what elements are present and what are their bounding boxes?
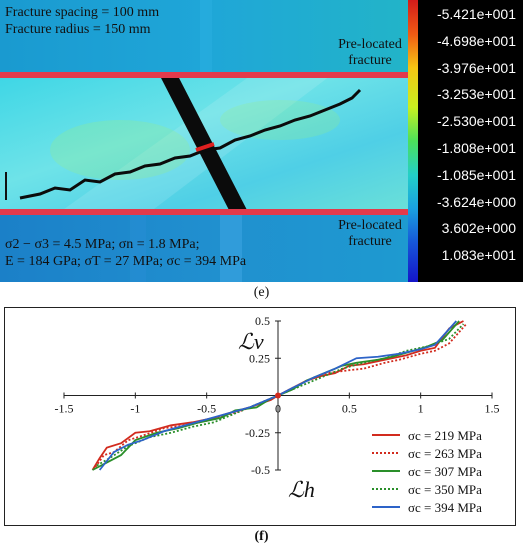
colorbar-label: -1.085e+001: [436, 166, 516, 183]
lower-region: [0, 212, 408, 282]
x-tick-label: 1: [418, 402, 424, 416]
colorbar: [408, 0, 523, 282]
colorbar-gradient: [408, 0, 418, 282]
y-tick-label: -0.5: [251, 463, 270, 477]
stress-info: σ2 − σ3 = 4.5 MPa; σn = 1.8 MPa; E = 184…: [5, 236, 246, 270]
preloc-top-line1: Pre-located: [338, 37, 402, 52]
fracture-radius-label: Fracture radius = 150 mm: [5, 22, 151, 37]
caption-f: (f): [254, 529, 269, 544]
colorbar-label: -5.421e+001: [436, 6, 516, 22]
colorbar-label: -3.253e+001: [436, 86, 516, 103]
x-tick-label: -0.5: [197, 402, 216, 416]
x-axis-label: ℒh: [288, 477, 315, 502]
preloc-top-label: Pre-located fracture: [331, 37, 409, 69]
fracture-info: Fracture spacing = 100 mm Fracture radiu…: [5, 4, 159, 38]
preloc-bottom-line2: fracture: [348, 234, 392, 249]
y-tick-label: 0.25: [249, 351, 270, 365]
inclined-fracture: [160, 76, 248, 212]
simulation-panel: Fracture spacing = 100 mm Fracture radiu…: [0, 0, 523, 282]
scaling-chart: -1.5 -1 -0.5 0 0.5 1 1.5 0.5 0.25 -0.25 -0.5 ℒv ℒh σc…: [55, 314, 500, 515]
colorbar-label: 3.602e+000: [441, 220, 516, 237]
y-tick-label: 0.5: [255, 314, 270, 328]
colorbar-label: -3.976e+001: [436, 59, 516, 76]
colorbar-label: -2.530e+001: [436, 113, 516, 130]
plot-frame: [4, 307, 516, 526]
colorbar-label: -3.624e+000: [436, 193, 516, 210]
colorbar-label: -1.808e+001: [436, 140, 516, 156]
legend-entry-3: σc = 307 MPa: [408, 464, 482, 479]
legend-entry-4: σc = 350 MPa: [408, 482, 482, 497]
caption-e: (e): [253, 285, 270, 300]
stress-line-2: E = 184 GPa; σT = 27 MPa; σc = 394 MPa: [5, 254, 247, 269]
colorbar-label: 1.083e+001: [441, 247, 516, 264]
preloc-top-line2: fracture: [348, 53, 392, 68]
x-tick-label: 0.5: [342, 402, 357, 416]
legend-entry-5: σc = 394 MPa: [408, 500, 482, 515]
stress-field-image: [0, 0, 408, 282]
x-tick-label: 1.5: [485, 402, 500, 416]
y-tick-label: -0.25: [245, 426, 270, 440]
y-axis-label: ℒv: [238, 329, 264, 354]
fracture-spacing-label: Fracture spacing = 100 mm: [5, 5, 160, 20]
fracture-path: [19, 88, 362, 200]
x-tick-label: -1: [130, 402, 140, 416]
preloc-fracture-top: [0, 72, 408, 78]
legend-entry-2: σc = 263 MPa: [408, 446, 482, 461]
preloc-fracture-bottom: [0, 209, 408, 215]
x-tick-label: -1.5: [55, 402, 74, 416]
stress-line-1: σ2 − σ3 = 4.5 MPa; σn = 1.8 MPa;: [5, 237, 200, 252]
x-tick-label: 0: [275, 402, 281, 416]
legend-entry-1: σc = 219 MPa: [408, 428, 482, 443]
preloc-bottom-label: Pre-located fracture: [331, 218, 409, 250]
origin-marker: [275, 392, 281, 399]
series-line-5: [98, 320, 458, 471]
colorbar-label: -4.698e+001: [436, 32, 516, 49]
preloc-bottom-line1: Pre-located: [338, 218, 402, 233]
